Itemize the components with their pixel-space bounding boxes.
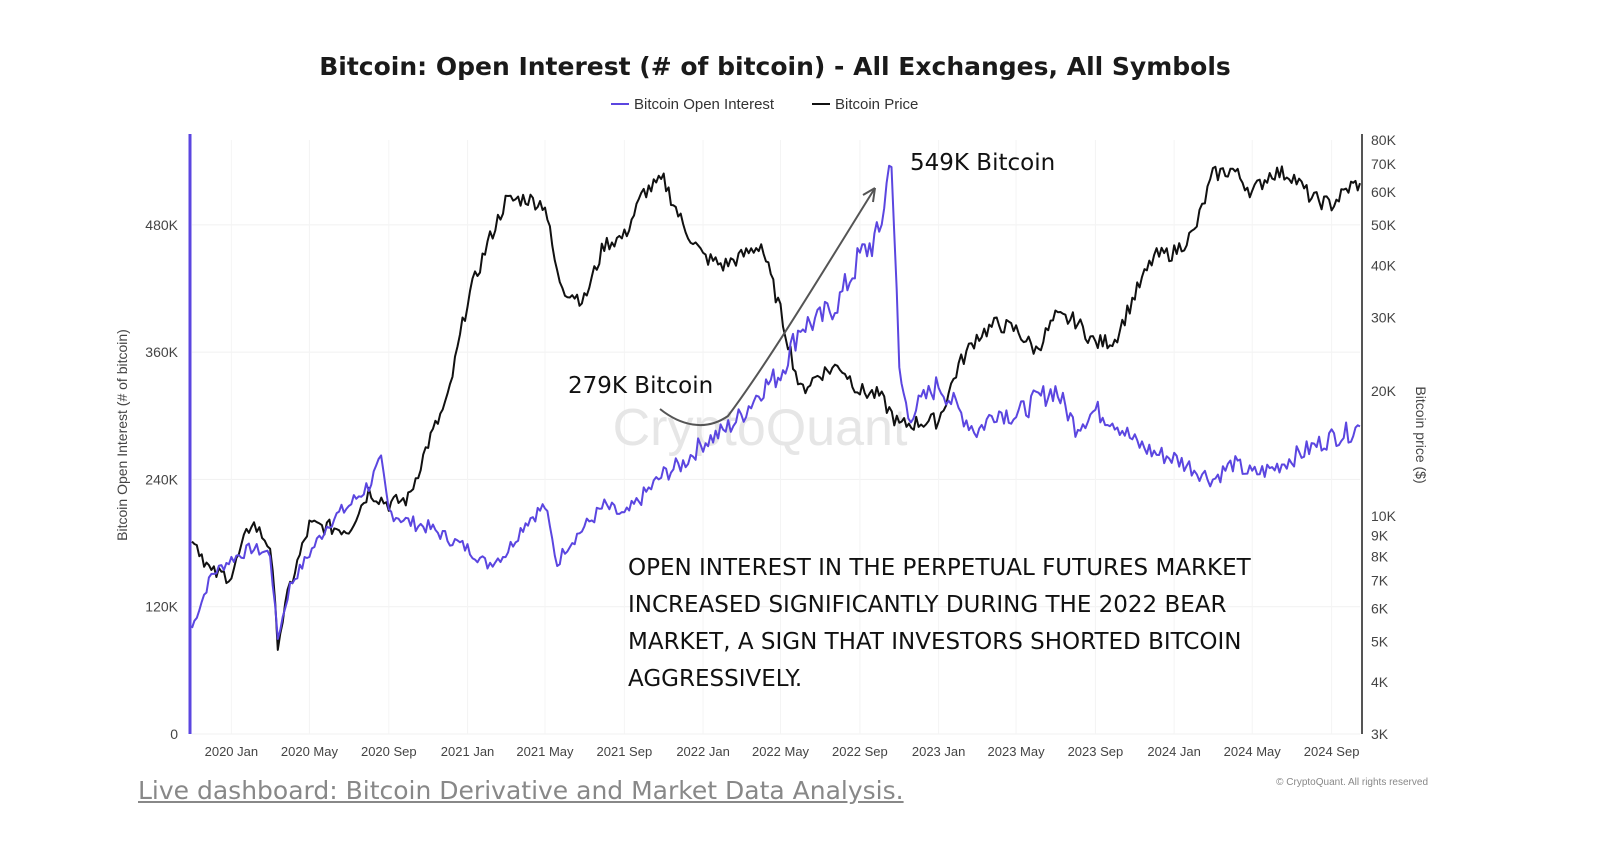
right-tick-label: 50K bbox=[1371, 217, 1397, 233]
x-tick-label: 2024 May bbox=[1224, 744, 1282, 759]
note-line: INCREASED SIGNIFICANTLY DURING THE 2022 … bbox=[628, 592, 1227, 618]
note-line: MARKET, A SIGN THAT INVESTORS SHORTED BI… bbox=[628, 629, 1242, 655]
x-tick-label: 2020 Jan bbox=[205, 744, 259, 759]
right-axis-ticks: 3K 4K 5K 6K 7K 8K 9K 10K 20K 30K 40K 50K 60K 70K 80K bbox=[1371, 132, 1397, 742]
copyright: © CryptoQuant. All rights reserved bbox=[1276, 777, 1428, 788]
chart-title: Bitcoin: Open Interest (# of bitcoin) - … bbox=[319, 52, 1231, 81]
left-tick-label: 240K bbox=[145, 471, 178, 487]
gridlines bbox=[192, 140, 1360, 735]
right-tick-label: 70K bbox=[1371, 156, 1397, 172]
note-text: OPEN INTEREST IN THE PERPETUAL FUTURES M… bbox=[628, 555, 1252, 692]
watermark: CryptoQuant bbox=[613, 399, 908, 457]
x-tick-label: 2021 Sep bbox=[597, 744, 653, 759]
right-tick-label: 9K bbox=[1371, 527, 1389, 543]
annotation-start: 279K Bitcoin bbox=[568, 373, 713, 399]
x-tick-label: 2020 May bbox=[281, 744, 339, 759]
x-axis-ticks: 2020 Jan 2020 May 2020 Sep 2021 Jan 2021 May… bbox=[205, 744, 1360, 759]
right-tick-label: 30K bbox=[1371, 309, 1397, 325]
left-axis-label: Bitcoin Open Interest (# of bitcoin) bbox=[114, 329, 130, 541]
dashboard-link[interactable]: Live dashboard: Bitcoin Derivative and M… bbox=[138, 776, 904, 805]
left-tick-label: 0 bbox=[170, 726, 178, 742]
right-tick-label: 3K bbox=[1371, 726, 1389, 742]
legend: Bitcoin Open Interest Bitcoin Price bbox=[611, 96, 918, 113]
right-tick-label: 4K bbox=[1371, 674, 1389, 690]
x-tick-label: 2022 Jan bbox=[676, 744, 730, 759]
right-tick-label: 60K bbox=[1371, 184, 1397, 200]
x-tick-label: 2022 Sep bbox=[832, 744, 888, 759]
legend-label-open-interest: Bitcoin Open Interest bbox=[634, 96, 775, 113]
x-tick-label: 2023 Jan bbox=[912, 744, 966, 759]
annotation-peak: 549K Bitcoin bbox=[910, 150, 1055, 176]
right-tick-label: 80K bbox=[1371, 132, 1397, 148]
right-tick-label: 20K bbox=[1371, 383, 1397, 399]
right-tick-label: 10K bbox=[1371, 508, 1397, 524]
x-tick-label: 2021 May bbox=[516, 744, 574, 759]
x-tick-label: 2024 Jan bbox=[1147, 744, 1201, 759]
right-tick-label: 5K bbox=[1371, 634, 1389, 650]
note-line: AGGRESSIVELY. bbox=[628, 666, 802, 692]
x-tick-label: 2020 Sep bbox=[361, 744, 417, 759]
annotation-arrowhead bbox=[862, 187, 876, 203]
left-tick-label: 480K bbox=[145, 217, 178, 233]
right-tick-label: 7K bbox=[1371, 573, 1389, 589]
x-tick-label: 2022 May bbox=[752, 744, 810, 759]
right-tick-label: 6K bbox=[1371, 601, 1389, 617]
left-tick-label: 360K bbox=[145, 344, 178, 360]
legend-label-price: Bitcoin Price bbox=[835, 96, 918, 113]
right-tick-label: 40K bbox=[1371, 257, 1397, 273]
x-tick-label: 2023 Sep bbox=[1068, 744, 1124, 759]
x-tick-label: 2024 Sep bbox=[1304, 744, 1360, 759]
right-axis-label: Bitcoin price ($) bbox=[1413, 386, 1429, 483]
series-line-open-interest bbox=[191, 164, 1361, 640]
right-tick-label: 8K bbox=[1371, 549, 1389, 565]
annotation-arrow bbox=[659, 187, 876, 426]
note-line: OPEN INTEREST IN THE PERPETUAL FUTURES M… bbox=[628, 555, 1252, 581]
left-tick-label: 120K bbox=[145, 599, 178, 615]
x-tick-label: 2023 May bbox=[988, 744, 1046, 759]
x-tick-label: 2021 Jan bbox=[441, 744, 495, 759]
left-axis-ticks: 0 120K 240K 360K 480K bbox=[145, 217, 178, 742]
